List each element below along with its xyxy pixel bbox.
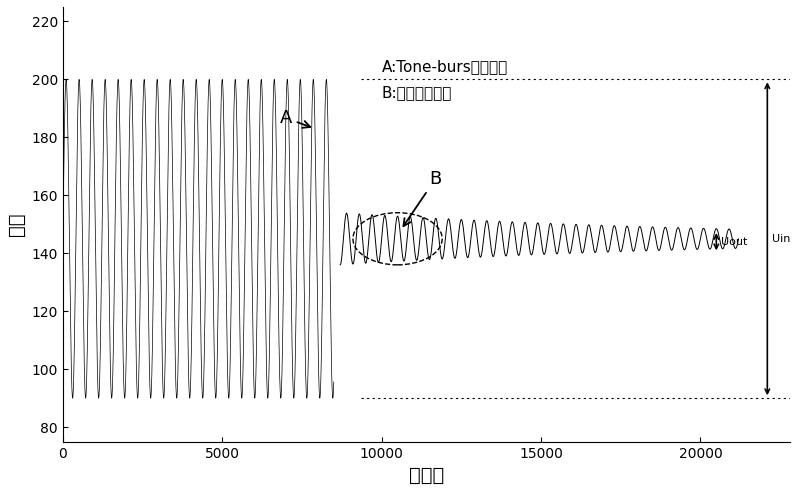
Text: A: A [280,109,310,128]
Text: Uin: Uin [772,234,790,244]
X-axis label: 采样点: 采样点 [409,466,444,485]
Text: Uout: Uout [721,237,747,246]
Text: B:自由振动脉冲: B:自由振动脉冲 [382,85,452,100]
Text: A:Tone-burs激励脉冲: A:Tone-burs激励脉冲 [382,59,508,74]
Text: B: B [403,170,442,226]
Y-axis label: 幅度: 幅度 [7,213,26,236]
